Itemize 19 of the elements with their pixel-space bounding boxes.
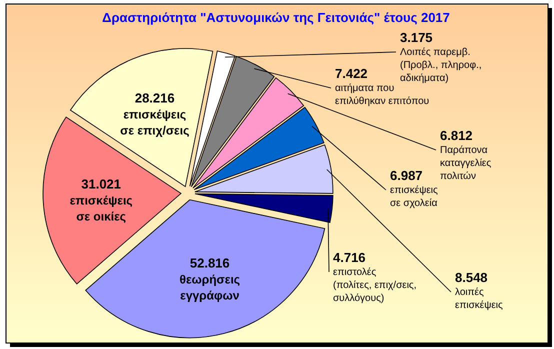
data-label: 52.816 — [190, 255, 230, 270]
slice-label: επισκέψεις σε οικίες — [70, 194, 133, 224]
slice-label: Λοιπές παρεμβ. (Προβλ., πληροφ., αδικήματα) — [400, 47, 482, 84]
data-label: 31.021 — [81, 176, 122, 192]
chart-title: Δραστηριότητα "Αστυνομικών της Γειτονιάς" έτους 2017 — [102, 10, 450, 25]
slice-label: λοιπές επισκέψεις — [455, 287, 504, 311]
data-label: 6.812 — [440, 128, 473, 143]
slice-label: αιτήματα που επιλύθηκαν επιτόπου — [335, 83, 430, 107]
slice-label: επισκέψεις σε επιχ/σεις — [120, 108, 190, 138]
slice-label: θεωρήσεις εγγράφων — [179, 272, 240, 302]
data-label: 3.175 — [400, 30, 433, 45]
data-label: 28.216 — [134, 90, 175, 106]
data-label: 4.716 — [333, 250, 366, 265]
slice-label: επιστολές (πολίτες, επιχ/σεις, συλλόγους) — [333, 267, 417, 304]
slice-label: επισκέψεις σε σχολεία — [390, 185, 438, 209]
slice-label: Παράπονα καταγγελίες πολιτών — [440, 145, 492, 182]
data-label: 6.987 — [390, 168, 423, 183]
data-label: 7.422 — [335, 66, 368, 81]
data-label: 8.548 — [455, 270, 488, 285]
